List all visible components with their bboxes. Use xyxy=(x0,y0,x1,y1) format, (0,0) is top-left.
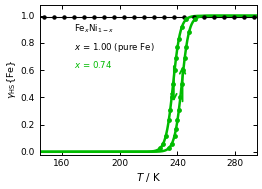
Text: $x$ = 1.00 (pure Fe): $x$ = 1.00 (pure Fe) xyxy=(74,41,154,54)
Text: $x$ = 0.74: $x$ = 0.74 xyxy=(74,59,112,70)
Text: Fe$_x$Ni$_{1-x}$: Fe$_x$Ni$_{1-x}$ xyxy=(74,23,113,35)
X-axis label: $T$ / K: $T$ / K xyxy=(136,171,161,184)
Y-axis label: $\gamma_\mathrm{HS}${Fe}: $\gamma_\mathrm{HS}${Fe} xyxy=(5,60,18,99)
